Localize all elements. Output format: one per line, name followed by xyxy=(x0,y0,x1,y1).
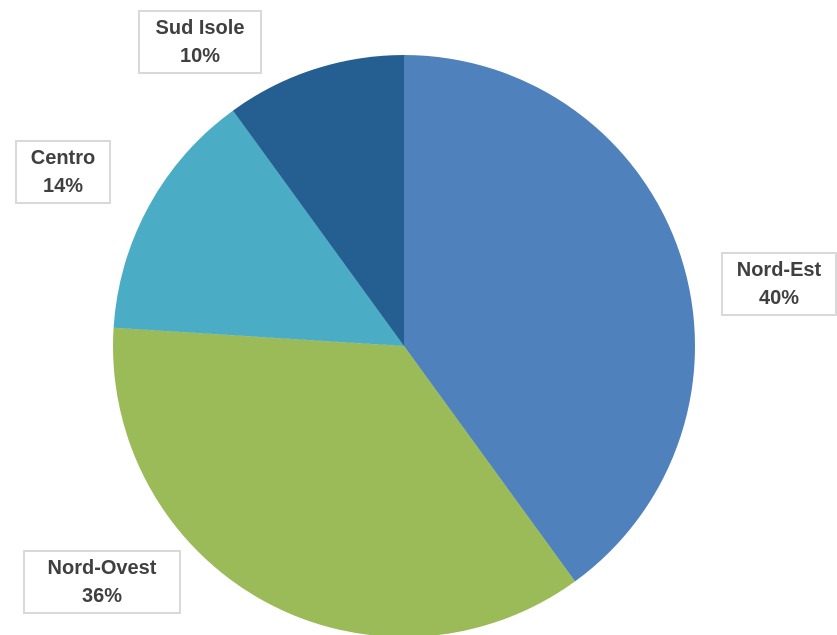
data-label-nord-est: Nord-Est 40% xyxy=(721,252,837,316)
value-label-nord-ovest: 36% xyxy=(81,585,123,607)
data-label-nord-ovest: Nord-Ovest 36% xyxy=(23,550,181,614)
pie-slice-sud-isole xyxy=(232,55,404,346)
category-label-nord-ovest: Nord-Ovest xyxy=(47,557,157,579)
pie-slice-nord-ovest xyxy=(113,327,576,635)
pie-slice-centro xyxy=(113,110,404,346)
value-label-centro: 14% xyxy=(42,175,84,197)
data-label-sud-isole: Sud Isole 10% xyxy=(138,10,262,74)
value-label-nord-est: 40% xyxy=(758,287,800,309)
category-label-sud-isole: Sud Isole xyxy=(155,17,245,39)
pie-slices xyxy=(113,55,695,635)
pie-slice-nord-est xyxy=(404,55,695,582)
value-label-sud-isole: 10% xyxy=(179,45,221,67)
data-label-centro: Centro 14% xyxy=(15,140,111,204)
category-label-centro: Centro xyxy=(30,147,96,169)
category-label-nord-est: Nord-Est xyxy=(736,259,822,281)
